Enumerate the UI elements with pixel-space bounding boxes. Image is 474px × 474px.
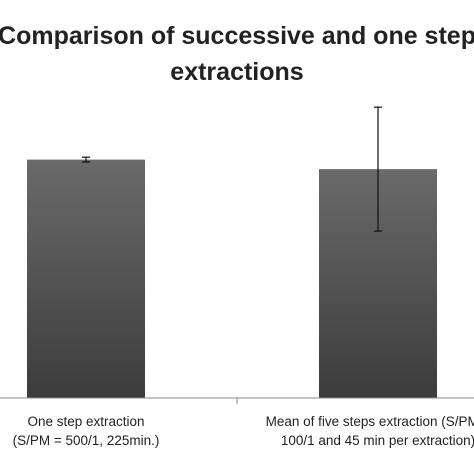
bar-1 [27,159,145,398]
category-label-1-line-1: One step extraction [27,414,144,429]
error-bar-2 [374,106,382,232]
error-bar-1 [82,156,90,163]
category-label-2-line-1: Mean of five steps extraction (S/PM = [266,414,474,429]
category-label-2-line-2: 100/1 and 45 min per extraction) [281,433,474,448]
bars-group [27,106,437,398]
chart-title-line-1: Comparison of successive and one step [0,22,474,50]
chart-title-line-2: extractions [170,58,303,86]
category-label-1-line-2: (S/PM = 500/1, 225min.) [13,433,160,448]
